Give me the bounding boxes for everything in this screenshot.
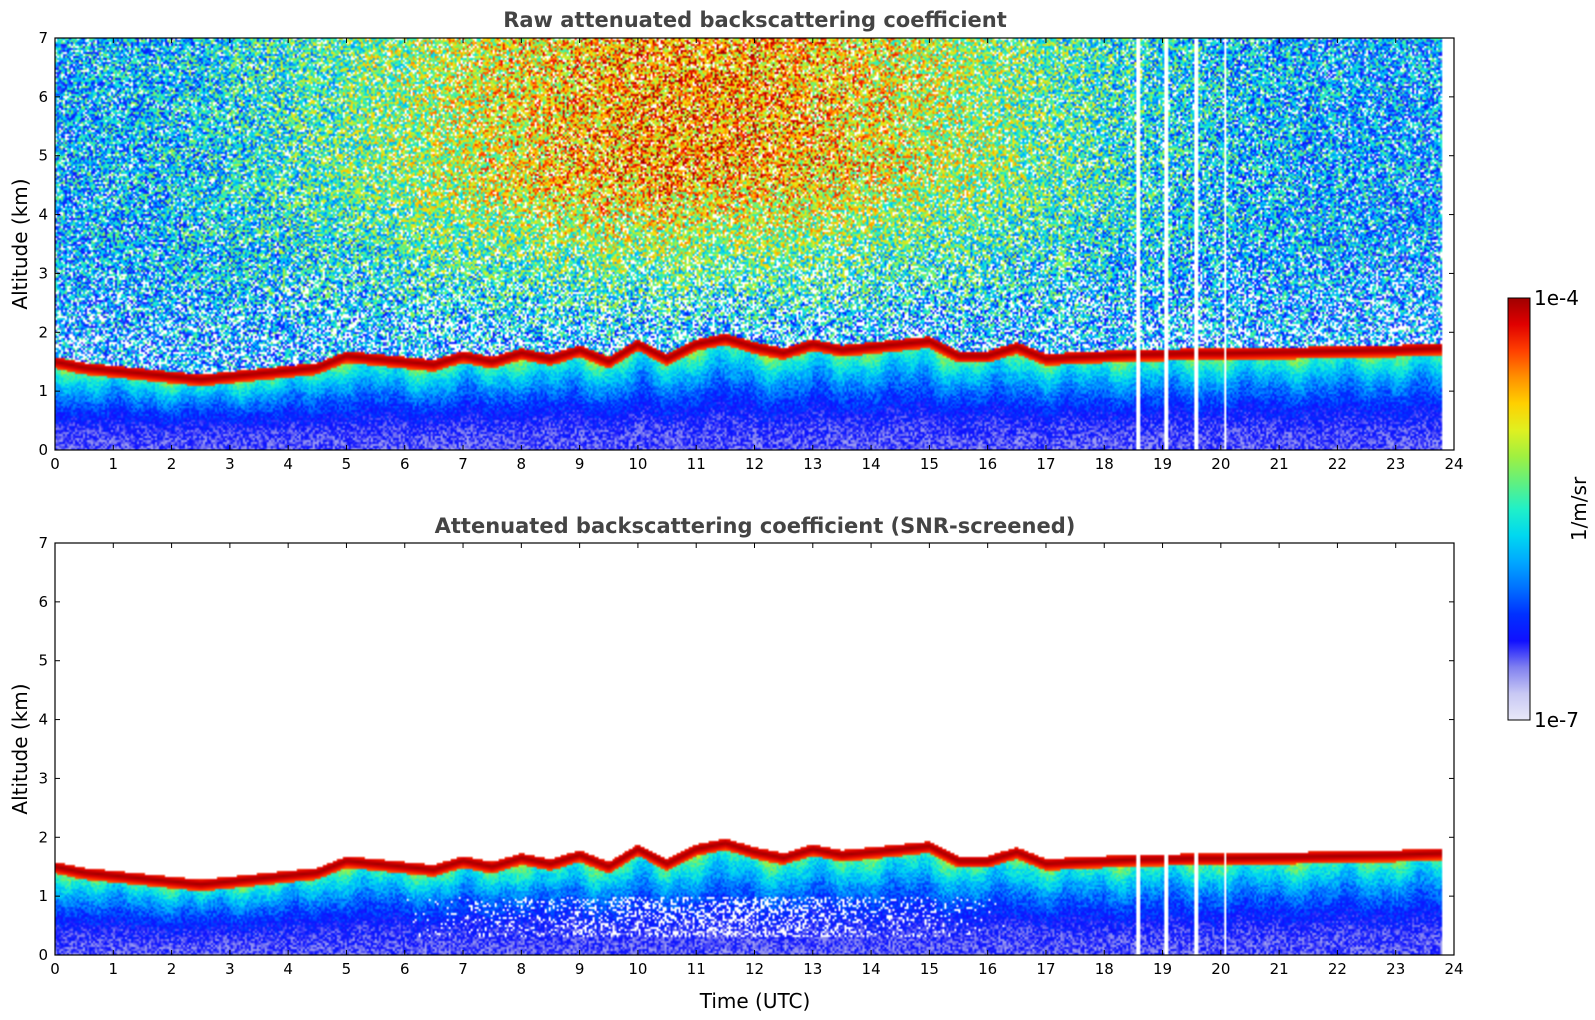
y-tick-label: 6 <box>38 88 48 106</box>
x-tick-label: 3 <box>225 455 235 473</box>
colorbar-max-label: 1e-4 <box>1534 286 1579 310</box>
y-axis-label: Altitude (km) <box>8 178 32 309</box>
x-tick-label: 6 <box>400 455 410 473</box>
x-tick-label: 12 <box>745 960 764 978</box>
x-tick-label: 18 <box>1095 960 1114 978</box>
y-tick-label: 4 <box>38 711 48 729</box>
x-tick-label: 1 <box>109 455 119 473</box>
x-tick-label: 6 <box>400 960 410 978</box>
x-tick-label: 24 <box>1444 960 1463 978</box>
x-tick-label: 4 <box>283 960 293 978</box>
y-tick-label: 0 <box>38 441 48 459</box>
x-tick-label: 9 <box>575 960 585 978</box>
x-tick-label: 19 <box>1153 455 1172 473</box>
x-tick-label: 14 <box>862 455 881 473</box>
x-tick-label: 3 <box>225 960 235 978</box>
x-tick-label: 4 <box>283 455 293 473</box>
x-tick-label: 9 <box>575 455 585 473</box>
x-tick-label: 22 <box>1328 960 1347 978</box>
x-tick-label: 5 <box>342 960 352 978</box>
x-tick-label: 0 <box>50 960 60 978</box>
x-tick-label: 0 <box>50 455 60 473</box>
panel-title: Raw attenuated backscattering coefficien… <box>503 8 1007 32</box>
y-tick-label: 5 <box>38 147 48 165</box>
colorbar-unit-label: 1/m/sr <box>1567 476 1591 541</box>
x-tick-label: 11 <box>687 960 706 978</box>
y-axis: 0 1 2 3 4 5 6 7 <box>38 29 1454 459</box>
y-tick-label: 5 <box>38 652 48 670</box>
x-tick-label: 10 <box>628 455 647 473</box>
x-tick-label: 10 <box>628 960 647 978</box>
x-tick-label: 11 <box>687 455 706 473</box>
y-tick-label: 1 <box>38 382 48 400</box>
x-tick-label: 20 <box>1211 960 1230 978</box>
y-tick-label: 1 <box>38 887 48 905</box>
colorbar: 1e-4 1e-7 1/m/sr <box>1507 286 1591 732</box>
x-tick-label: 1 <box>109 960 119 978</box>
x-tick-label: 8 <box>517 960 527 978</box>
x-tick-label: 17 <box>1036 960 1055 978</box>
x-tick-label: 22 <box>1328 455 1347 473</box>
x-tick-label: 23 <box>1386 960 1405 978</box>
colorbar-scale <box>1507 297 1531 721</box>
backscatter-heatmap <box>55 38 1454 450</box>
x-tick-label: 14 <box>862 960 881 978</box>
panel-title: Attenuated backscattering coefficient (S… <box>435 514 1076 538</box>
x-axis-label: Time (UTC) <box>699 989 811 1013</box>
x-tick-label: 21 <box>1270 960 1289 978</box>
x-tick-label: 20 <box>1211 455 1230 473</box>
x-tick-label: 2 <box>167 455 177 473</box>
y-tick-label: 7 <box>38 534 48 552</box>
x-tick-label: 2 <box>167 960 177 978</box>
panel-snr-screened: Attenuated backscattering coefficient (S… <box>8 514 1464 1013</box>
y-tick-label: 2 <box>38 828 48 846</box>
x-tick-label: 17 <box>1036 455 1055 473</box>
x-tick-label: 15 <box>920 960 939 978</box>
x-axis: 0 1 2 3 4 5 6 7 8 9 10 11 12 13 14 15 16 17 18 19 20 21 22 23 24 <box>50 543 1464 978</box>
x-tick-label: 5 <box>342 455 352 473</box>
y-axis: 0 1 2 3 4 5 6 7 <box>38 534 1454 964</box>
x-tick-label: 13 <box>803 455 822 473</box>
colorbar-min-label: 1e-7 <box>1534 708 1579 732</box>
y-tick-label: 3 <box>38 264 48 282</box>
x-tick-label: 15 <box>920 455 939 473</box>
x-tick-label: 18 <box>1095 455 1114 473</box>
x-tick-label: 7 <box>458 455 468 473</box>
y-tick-label: 2 <box>38 323 48 341</box>
x-tick-label: 8 <box>517 455 527 473</box>
x-tick-label: 19 <box>1153 960 1172 978</box>
x-tick-label: 24 <box>1444 455 1463 473</box>
x-tick-label: 7 <box>458 960 468 978</box>
x-tick-label: 16 <box>978 455 997 473</box>
x-tick-label: 21 <box>1270 455 1289 473</box>
x-tick-label: 12 <box>745 455 764 473</box>
y-tick-label: 7 <box>38 29 48 47</box>
y-tick-label: 6 <box>38 593 48 611</box>
x-tick-label: 23 <box>1386 455 1405 473</box>
y-tick-label: 4 <box>38 206 48 224</box>
panel-raw: Raw attenuated backscattering coefficien… <box>8 8 1464 473</box>
x-tick-label: 16 <box>978 960 997 978</box>
x-axis: 0 1 2 3 4 5 6 7 8 9 10 11 12 13 14 15 16 17 18 19 20 21 22 23 24 <box>50 38 1464 473</box>
y-axis-label: Altitude (km) <box>8 683 32 814</box>
backscatter-heatmap <box>55 543 1454 955</box>
y-tick-label: 3 <box>38 769 48 787</box>
y-tick-label: 0 <box>38 946 48 964</box>
x-tick-label: 13 <box>803 960 822 978</box>
